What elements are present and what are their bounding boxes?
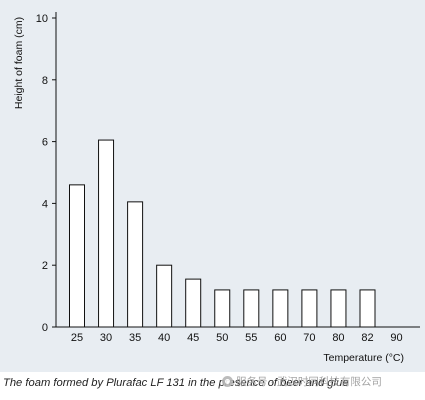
axes-group: 0 2 4 6 8 10 25 30 35 40 45 50 55 60 70 80 82 90 bbox=[36, 12, 420, 344]
x-tick-label: 80 bbox=[332, 332, 344, 344]
x-tick-label: 30 bbox=[100, 332, 112, 344]
y-tick-label: 6 bbox=[42, 137, 48, 149]
x-tick-label: 50 bbox=[216, 332, 228, 344]
y-tick-label: 4 bbox=[42, 198, 48, 210]
x-tick-label: 82 bbox=[361, 332, 373, 344]
x-tick-label: 60 bbox=[274, 332, 286, 344]
bar-70 bbox=[301, 289, 318, 328]
bars-group bbox=[69, 139, 376, 328]
x-tick-label: 70 bbox=[303, 332, 315, 344]
x-tick-label: 25 bbox=[71, 332, 83, 344]
figure-caption: The foam formed by Plurafac LF 131 in th… bbox=[3, 377, 349, 389]
bar-30 bbox=[98, 139, 115, 328]
bar-35 bbox=[127, 201, 144, 328]
watermark: 服务号 · 武汉时同科技有限公司 bbox=[222, 374, 382, 389]
bar-55 bbox=[243, 289, 260, 328]
bar-50 bbox=[214, 289, 231, 328]
y-tick-label: 8 bbox=[42, 75, 48, 87]
y-tick-label: 0 bbox=[42, 322, 48, 334]
x-axis-label: Temperature (°C) bbox=[323, 352, 404, 364]
x-tick-label: 35 bbox=[129, 332, 141, 344]
y-tick-label: 10 bbox=[36, 13, 48, 25]
bar-80 bbox=[330, 289, 347, 328]
watermark-icon bbox=[222, 376, 233, 387]
y-tick-label: 2 bbox=[42, 260, 48, 272]
x-tick-label: 55 bbox=[245, 332, 257, 344]
bar-60 bbox=[272, 289, 289, 328]
bar-25 bbox=[69, 184, 85, 328]
y-axis-label: Height of foam (cm) bbox=[13, 17, 25, 109]
bar-82 bbox=[359, 289, 376, 328]
watermark-text: 服务号 · 武汉时同科技有限公司 bbox=[236, 376, 382, 388]
x-tick-label: 40 bbox=[158, 332, 170, 344]
x-tick-label: 45 bbox=[187, 332, 199, 344]
x-tick-label: 90 bbox=[390, 332, 402, 344]
bar-45 bbox=[185, 278, 202, 328]
bar-40 bbox=[156, 264, 173, 328]
